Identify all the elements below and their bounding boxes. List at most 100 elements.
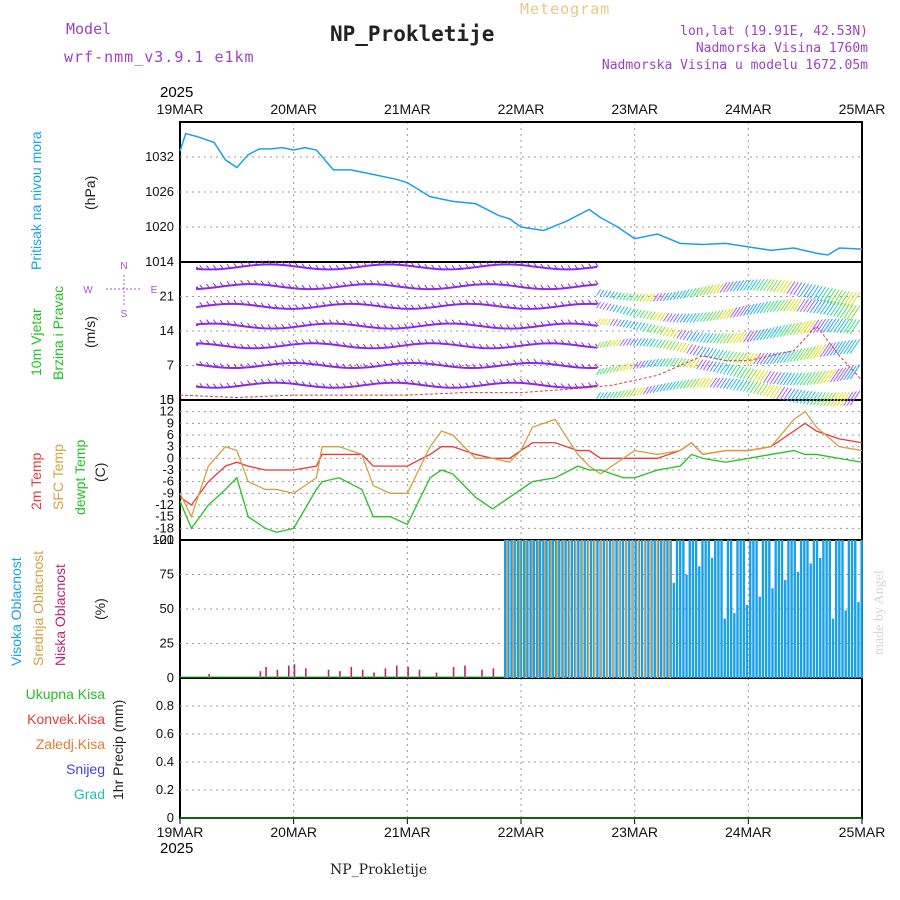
wind-barb <box>308 338 313 344</box>
wind-barb <box>206 319 210 324</box>
wind-barb-storm <box>622 320 629 328</box>
wind-barb-storm <box>602 367 608 375</box>
wind-barb-storm <box>743 304 752 316</box>
wind-barb-storm <box>686 378 694 389</box>
cloud-bar-low <box>481 669 483 678</box>
wind-barb-storm <box>659 326 666 336</box>
wind-barb <box>451 340 456 346</box>
wind-barb-storm <box>669 328 677 338</box>
cloud-bar-high <box>602 540 606 678</box>
wind-barb-storm <box>619 292 625 300</box>
wind-barb <box>499 361 504 366</box>
wind-barb <box>328 283 333 288</box>
cloud-bar-mid <box>656 540 658 678</box>
time-tick-top: 22MAR <box>498 101 545 117</box>
wind-barb-storm <box>773 372 782 385</box>
wind-barb-storm <box>716 362 724 374</box>
wind-barb <box>390 359 395 365</box>
wind-barb-storm <box>803 391 813 405</box>
wind-barb <box>199 264 204 270</box>
wind-barb-storm <box>843 318 854 334</box>
y-tick-label-3: -6 <box>162 474 174 489</box>
wind-barb-storm <box>766 352 775 365</box>
wind-barb-storm <box>619 364 625 372</box>
wind-barb <box>315 319 320 325</box>
wind-barb-storm <box>676 357 683 368</box>
wind-barb-storm <box>636 322 642 330</box>
wind-barb <box>588 342 592 348</box>
wind-barb-storm <box>662 292 670 302</box>
wind-barb <box>233 299 238 305</box>
cloud-bar-high <box>659 540 663 678</box>
cloud-bar-high <box>583 540 586 678</box>
wind-barb-storm <box>833 341 844 356</box>
wind-barb-storm <box>639 338 646 347</box>
wind-barb <box>219 299 224 305</box>
wind-barb <box>335 299 340 305</box>
cloud-bar-mid <box>625 540 627 678</box>
wind-barb-storm <box>606 340 612 348</box>
wind-barb <box>417 321 422 327</box>
cloud-bar-high <box>666 540 669 678</box>
y-tick-label-2: 7 <box>167 358 174 373</box>
wind-barb-storm <box>676 290 683 300</box>
wind-barb <box>588 299 592 305</box>
wind-barb-storm <box>679 342 687 353</box>
wind-barb <box>247 279 251 285</box>
time-tick-bottom: 21MAR <box>384 824 431 840</box>
wind-barb <box>335 282 340 288</box>
wind-barb-storm <box>829 392 840 407</box>
y-tick-label-2: 14 <box>160 323 174 338</box>
wind-barb-storm <box>616 390 622 399</box>
wind-barb <box>356 280 360 285</box>
wind-barb <box>451 300 456 305</box>
wind-barb-storm <box>599 392 605 399</box>
wind-barb <box>533 380 538 385</box>
wind-barb-storm <box>759 383 769 396</box>
wind-barb <box>417 380 422 386</box>
wind-barb <box>444 383 449 388</box>
cloud-bar-mid <box>631 540 633 678</box>
cloud-bar-high <box>729 540 733 678</box>
wind-barb <box>390 378 395 384</box>
wind-barb-storm <box>669 381 677 391</box>
wind-barb <box>513 304 517 309</box>
wind-barb-storm <box>849 319 861 335</box>
wind-barb <box>328 383 333 389</box>
y-tick-label-3: 12 <box>160 404 174 419</box>
wind-barb <box>294 322 299 327</box>
wind-barb <box>560 301 565 306</box>
cloud-bar-high <box>819 557 822 678</box>
time-tick-top: 20MAR <box>270 101 317 117</box>
wind-barb-storm <box>682 313 690 323</box>
wind-barb <box>212 319 217 324</box>
wind-barb-storm <box>692 359 700 369</box>
pressure-line <box>179 132 863 256</box>
wind-barb-storm <box>813 299 823 314</box>
wind-barb <box>287 261 292 267</box>
y-tick-label-4: 75 <box>160 567 174 582</box>
wind-barb-storm <box>619 306 625 314</box>
wind-barb <box>519 283 524 288</box>
wind-barb <box>240 300 245 305</box>
wind-barb-storm <box>602 318 608 326</box>
wind-barb-storm <box>806 371 816 386</box>
wind-barb <box>444 265 449 270</box>
wind-barb <box>356 381 360 387</box>
wind-barb <box>294 358 299 364</box>
wind-barb-storm <box>659 339 666 349</box>
wind-barb <box>287 379 292 384</box>
wind-barb <box>240 363 245 368</box>
wind-barb-storm <box>666 340 673 350</box>
cloud-bar-mid <box>550 540 552 678</box>
wind-barb <box>274 359 279 365</box>
time-tick-bottom: 20MAR <box>270 824 317 840</box>
wind-barb <box>308 284 313 290</box>
wind-barb-storm <box>746 330 755 342</box>
wind-barb <box>356 321 360 327</box>
wind-barb-storm <box>722 332 731 344</box>
wind-barb-storm <box>652 338 659 348</box>
wind-barb <box>478 322 483 327</box>
wind-barb <box>472 280 476 285</box>
wind-barb <box>465 281 470 286</box>
